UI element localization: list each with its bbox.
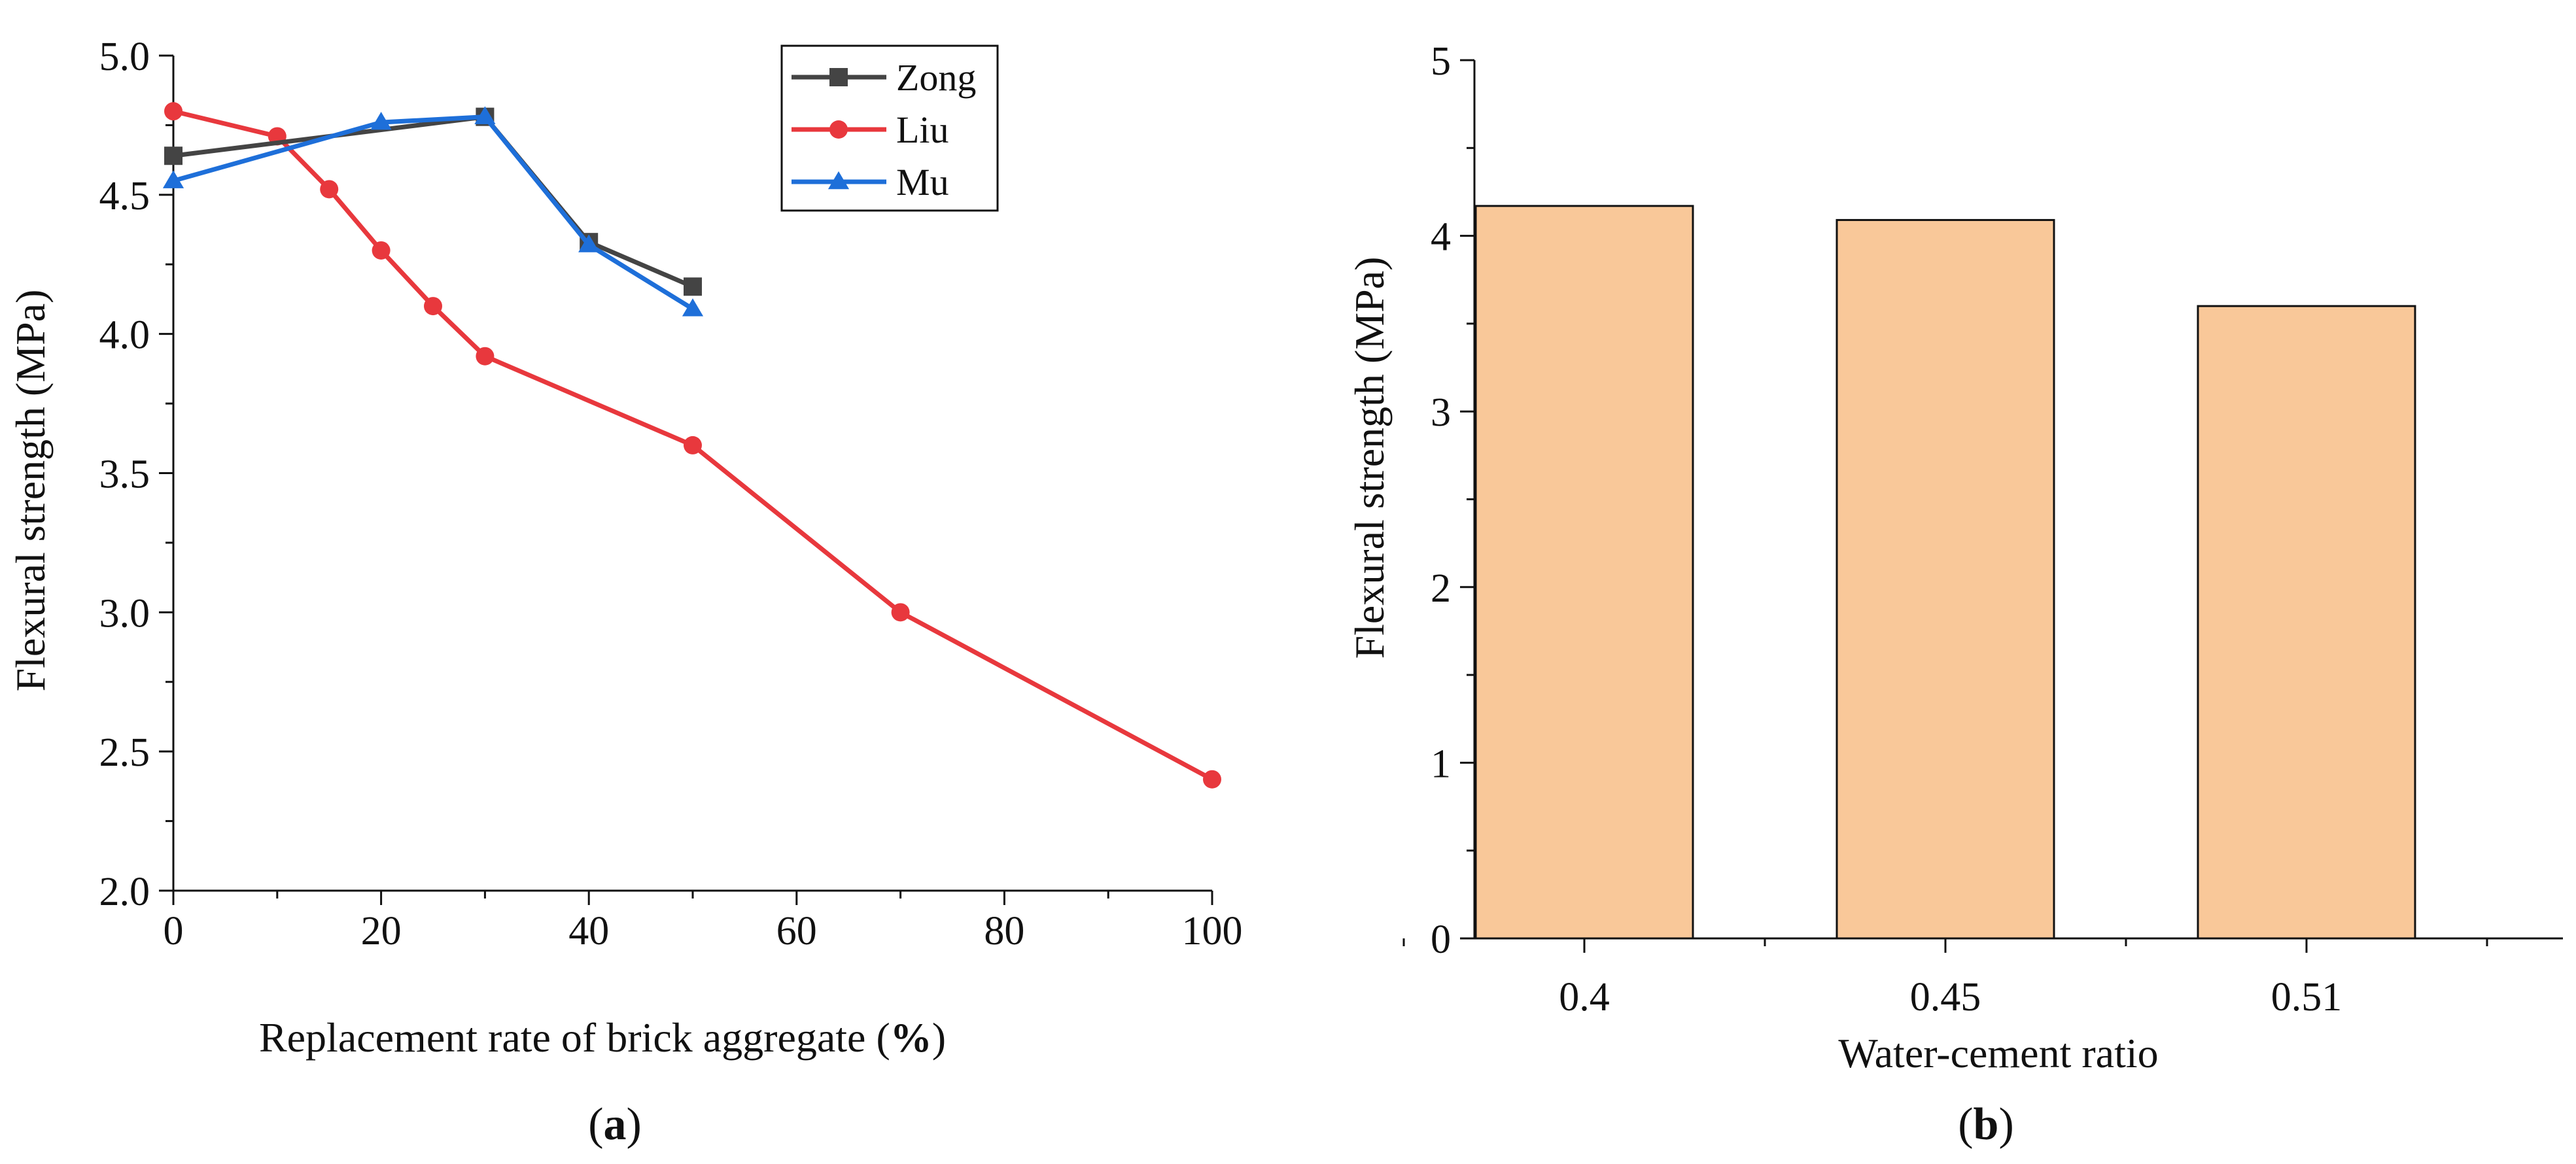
- panel-a-x-axis-label: Replacement rate of brick aggregate (%): [259, 1014, 946, 1061]
- panel-b-letter: b: [1974, 1099, 1999, 1150]
- panel-a-caption: (a): [588, 1099, 642, 1150]
- y-tick-label: 5.0: [99, 35, 150, 79]
- x-tick-label: 0.4: [1559, 975, 1610, 1019]
- x-tick-label: 0.45: [1910, 975, 1981, 1019]
- y-tick-label: 5: [1431, 39, 1451, 84]
- series-liu-point: [320, 180, 339, 199]
- x-tick-label: 0.51: [2271, 975, 2342, 1019]
- x-tick-label: 80: [984, 909, 1024, 953]
- panel-b-caption: (b): [1958, 1099, 2014, 1150]
- x-tick-label: 100: [1182, 909, 1243, 953]
- series-liu-point: [1203, 770, 1221, 789]
- x-tick-label: 60: [776, 909, 817, 953]
- series-liu-point: [164, 102, 183, 121]
- legend-liu-label: Liu: [896, 109, 949, 151]
- y-tick-label: 0: [1431, 917, 1451, 962]
- y-tick-label: 3.0: [99, 591, 150, 636]
- series-zong: [164, 107, 702, 296]
- series-mu-point: [370, 112, 392, 130]
- series-zong-point: [684, 277, 702, 296]
- y-tick-label: 2.5: [99, 730, 150, 775]
- panel-b-bar-chart: 0 1 2 3 4 5 0.4 0.45 0.51 Flexural strength (MPa…: [1346, 39, 2563, 1150]
- panel-b-x-axis-label: Water-cement ratio: [1838, 1030, 2158, 1076]
- y-tick-label: 2: [1431, 566, 1451, 611]
- legend-mu-marker: [827, 171, 850, 190]
- panel-b-y-axis-label: Flexural strength (MPa): [1346, 257, 1393, 659]
- y-tick-label: 2.0: [99, 870, 150, 914]
- panel-a-letter: a: [604, 1099, 627, 1150]
- series-mu-point: [474, 106, 496, 124]
- series-liu: [164, 102, 1221, 789]
- legend-zong-marker: [829, 68, 848, 86]
- bar-0.45: [1836, 218, 2055, 940]
- panel-a-axes: 2.0 2.5 3.0 3.5 4.0 4.5 5.0 0 20 40 60 80 100: [99, 35, 1243, 953]
- y-tick-label: 4.0: [99, 313, 150, 358]
- series-mu: [162, 106, 704, 317]
- series-liu-point: [891, 603, 910, 622]
- series-mu-point: [162, 170, 184, 188]
- bar-0.51: [2197, 305, 2416, 940]
- y-tick-label: 1: [1431, 742, 1451, 786]
- series-liu-point: [476, 347, 495, 366]
- y-tick-label: 4: [1431, 215, 1451, 260]
- panel-b-bars-group: [1474, 205, 2416, 940]
- panel-a-y-axis-label: Flexural strength (MPa): [7, 290, 54, 692]
- x-axis-label-unit: %: [890, 1014, 932, 1061]
- y-tick-label: 4.5: [99, 174, 150, 218]
- y-tick-label: 3.5: [99, 453, 150, 497]
- x-tick-label: 20: [361, 909, 402, 953]
- series-mu-point: [578, 234, 600, 252]
- panel-b-axes: 0 1 2 3 4 5 0.4 0.45 0.51: [1402, 39, 2563, 1019]
- series-liu-point: [424, 297, 442, 316]
- series-liu-point: [684, 436, 702, 454]
- legend-mu-label: Mu: [896, 161, 949, 203]
- panel-a-series-group: [162, 102, 1221, 789]
- panel-a-legend: Zong Liu Mu: [780, 44, 999, 212]
- x-tick-label: 40: [568, 909, 609, 953]
- series-liu-point: [372, 241, 391, 260]
- legend-liu-marker: [829, 120, 848, 139]
- x-tick-label: 0: [164, 909, 184, 953]
- series-mu-point: [682, 298, 704, 317]
- series-zong-point: [164, 146, 183, 165]
- x-axis-label-text: Replacement rate of brick aggregate (: [259, 1014, 890, 1061]
- x-axis-label-close: ): [932, 1014, 946, 1061]
- legend-zong-label: Zong: [896, 56, 976, 99]
- panel-a-line-chart: 2.0 2.5 3.0 3.5 4.0 4.5 5.0 0 20 40 60 80 100 Zong Li…: [7, 35, 1243, 1150]
- y-tick-label: 3: [1431, 390, 1451, 435]
- bar-0.4: [1474, 205, 1694, 940]
